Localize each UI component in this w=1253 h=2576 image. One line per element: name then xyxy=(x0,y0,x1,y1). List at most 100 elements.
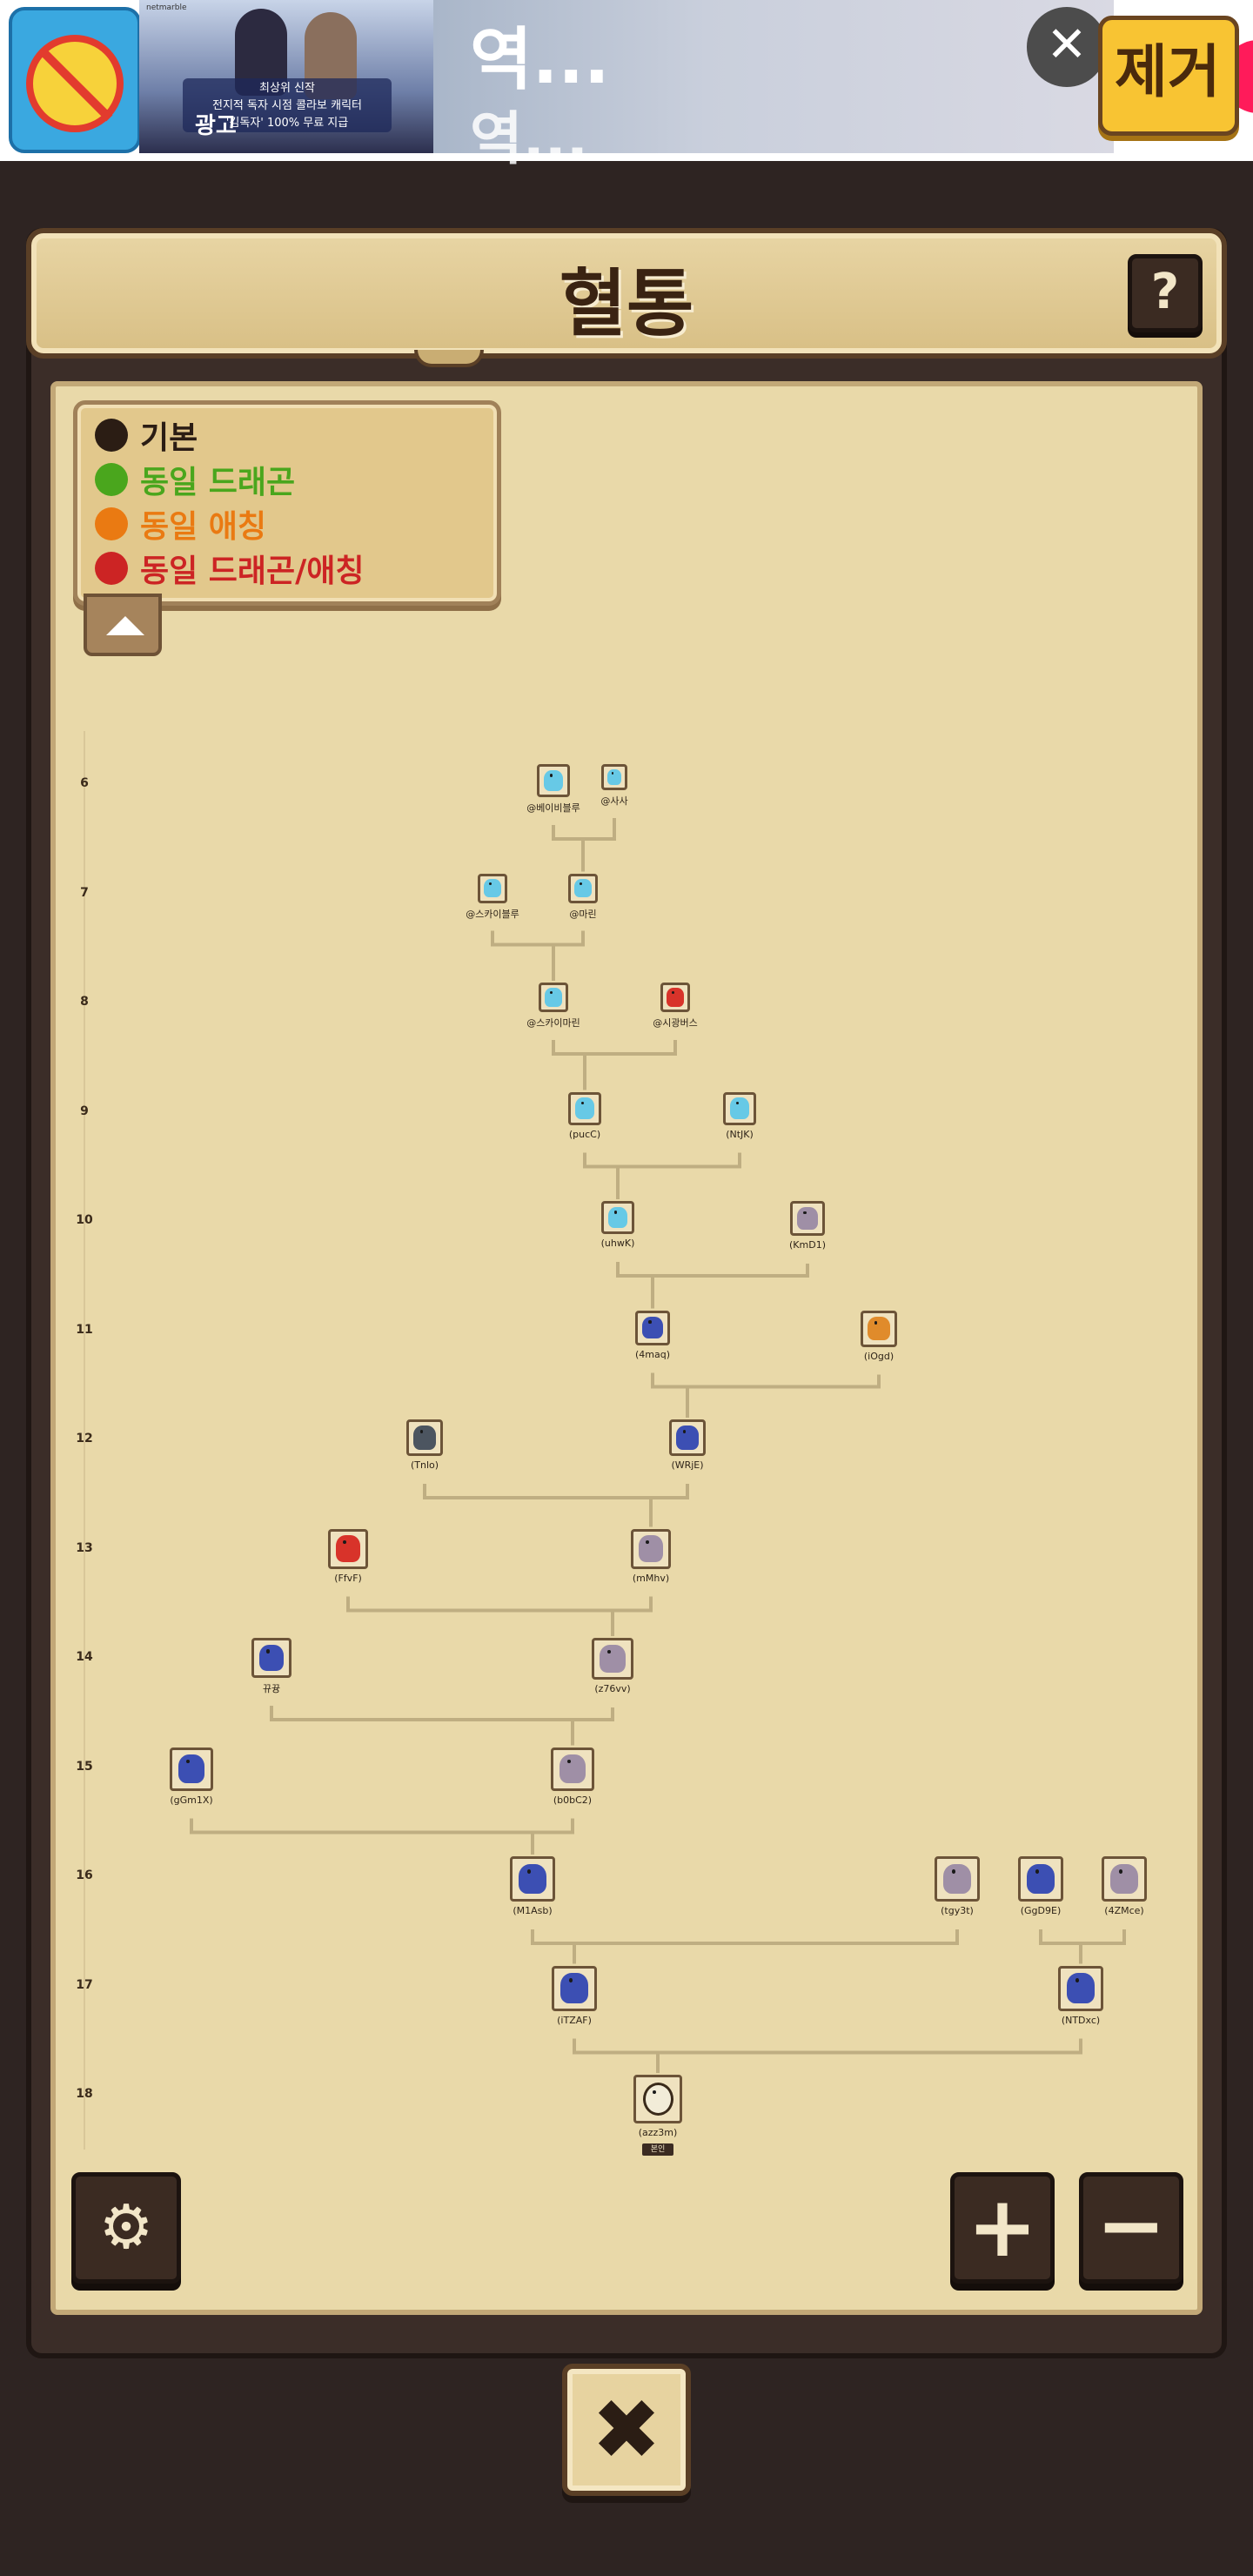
dragon-name: (mMhv) xyxy=(632,1572,670,1584)
dragon-node[interactable]: (KmD1) xyxy=(766,1201,849,1251)
dragon-portrait-icon xyxy=(633,2075,682,2123)
dragon-portrait-icon xyxy=(478,873,507,903)
zoom-in-button[interactable]: + xyxy=(950,2172,1055,2284)
dragon-figure-icon xyxy=(559,1754,586,1784)
dragon-node[interactable]: (uhwK) xyxy=(576,1201,660,1249)
legend-label: 동일 드래곤 xyxy=(140,465,296,500)
dragon-node[interactable]: @마린 xyxy=(541,873,625,921)
dragon-node[interactable]: @시광버스 xyxy=(633,983,717,1030)
dragon-node[interactable]: (z76vv) xyxy=(571,1638,654,1694)
close-icon: ✖ xyxy=(591,2381,662,2479)
dragon-name: (KmD1) xyxy=(789,1239,826,1251)
dragon-portrait-icon xyxy=(568,873,598,903)
dragon-portrait-icon xyxy=(790,1201,825,1236)
dragon-node[interactable]: (NTDxc) xyxy=(1039,1965,1122,2026)
title-plate: 혈통 xyxy=(26,228,1227,359)
dragon-node[interactable]: 뀨뀽 xyxy=(230,1638,313,1695)
dragon-figure-icon xyxy=(868,1316,890,1341)
dragon-figure-icon xyxy=(336,1535,360,1562)
dragon-node[interactable]: (b0bC2) xyxy=(531,1747,614,1806)
dragon-name: (FfvF) xyxy=(334,1572,362,1584)
ad-headline: 역... xyxy=(470,21,610,99)
dragon-name: (iTZAF) xyxy=(557,2014,592,2026)
dragon-node[interactable]: (WRjE) xyxy=(646,1419,729,1471)
dragon-node[interactable]: @사사 xyxy=(573,764,656,808)
legend: 기본 동일 드래곤 동일 애칭 동일 드래곤/애칭 xyxy=(73,400,501,606)
dragon-figure-icon xyxy=(1066,1973,1096,2003)
dragon-name: @사사 xyxy=(600,795,628,807)
dragon-portrait-icon xyxy=(251,1638,291,1678)
ad-app-icon[interactable] xyxy=(9,7,141,153)
dragon-portrait-icon xyxy=(592,1638,633,1680)
dragon-name: (WRjE) xyxy=(671,1459,704,1471)
ad-banner[interactable]: netmarble 최상위 신작 전지적 독자 시점 콜라보 캐릭터 '김독자'… xyxy=(0,0,1253,172)
help-button[interactable]: ? xyxy=(1128,254,1203,332)
generation-label: 8 xyxy=(80,995,89,1009)
dragon-node[interactable]: (iTZAF) xyxy=(533,1965,616,2026)
settings-button[interactable]: ⚙ xyxy=(71,2172,181,2284)
ad-close-button[interactable]: ✕ xyxy=(1027,7,1107,87)
dragon-portrait-icon xyxy=(568,1091,601,1125)
dragon-node[interactable]: (NtJK) xyxy=(698,1091,781,1140)
dragon-name: (4maq) xyxy=(634,1348,671,1360)
dragon-figure-icon xyxy=(178,1754,205,1784)
legend-item: 동일 드래곤/애칭 xyxy=(95,547,365,590)
ad-caption-line: 최상위 신작 xyxy=(259,82,315,95)
legend-item: 동일 드래곤 xyxy=(95,458,295,501)
dragon-portrait-icon xyxy=(1058,1965,1103,2011)
dragon-figure-icon xyxy=(559,1973,589,2003)
dragon-name: (z76vv) xyxy=(594,1683,631,1694)
dragon-portrait-icon xyxy=(660,983,690,1012)
dragon-node[interactable]: @스카이마린 xyxy=(512,983,595,1030)
dragon-name: (b0bC2) xyxy=(553,1794,593,1806)
legend-dot-icon xyxy=(95,463,128,496)
ad-brand: netmarble xyxy=(146,3,187,12)
zoom-out-button[interactable]: − xyxy=(1079,2172,1183,2284)
dragon-figure-icon xyxy=(545,988,562,1007)
dragon-node[interactable]: @베이비블루 xyxy=(512,764,595,815)
dragon-name: (M1Asb) xyxy=(513,1905,553,1916)
dragon-name: 뀨뀽 xyxy=(262,1683,281,1694)
dragon-node[interactable]: (4ZMce) xyxy=(1082,1856,1166,1916)
dragon-name: @스카이블루 xyxy=(466,908,519,920)
dragon-portrait-icon xyxy=(539,983,568,1012)
pedigree-tree-panel[interactable] xyxy=(50,381,1203,2315)
dragon-portrait-icon xyxy=(601,1201,634,1234)
dragon-node[interactable]: (pucC) xyxy=(543,1091,626,1140)
dragon-portrait-icon xyxy=(635,1310,670,1345)
dragon-name: @시광버스 xyxy=(653,1017,698,1029)
ad-text-panel[interactable]: 역... 역... › xyxy=(433,0,1253,172)
dragon-node[interactable]: (tgy3t) xyxy=(915,1856,999,1916)
dragon-figure-icon xyxy=(676,1426,699,1450)
dragon-name: (uhwK) xyxy=(600,1238,635,1249)
dragon-name: (Tnlo) xyxy=(410,1459,439,1471)
generation-label: 18 xyxy=(76,2087,93,2101)
dragon-portrait-icon xyxy=(935,1856,980,1902)
dragon-node[interactable]: (Tnlo) xyxy=(383,1419,466,1471)
dragon-node[interactable]: (4maq) xyxy=(611,1310,694,1360)
dragon-figure-icon xyxy=(574,878,592,898)
close-button[interactable]: ✖ xyxy=(562,2364,691,2496)
generation-label: 11 xyxy=(76,1322,93,1337)
dragon-name: @마린 xyxy=(569,908,597,920)
dragon-node[interactable]: (GgD9E) xyxy=(999,1856,1082,1916)
dragon-node[interactable]: (iOgd) xyxy=(837,1310,921,1362)
dragon-portrait-icon xyxy=(406,1419,443,1456)
dragon-node[interactable]: (M1Asb) xyxy=(491,1856,574,1916)
dragon-figure-icon xyxy=(642,2083,673,2116)
ad-caption-line: '김독자' 100% 무료 지급 xyxy=(225,117,349,130)
dragon-figure-icon xyxy=(600,1645,626,1673)
dragon-node[interactable]: (azz3m) 본인 xyxy=(616,2075,700,2156)
dragon-node[interactable]: (mMhv) xyxy=(609,1528,693,1584)
dragon-node[interactable]: @스카이블루 xyxy=(451,873,534,921)
ad-banner-image[interactable]: netmarble 최상위 신작 전지적 독자 시점 콜라보 캐릭터 '김독자'… xyxy=(139,0,433,153)
legend-collapse-button[interactable] xyxy=(84,594,162,656)
legend-dot-icon xyxy=(95,552,128,585)
dragon-name: (pucC) xyxy=(568,1128,601,1140)
remove-ads-button[interactable]: 제거 xyxy=(1098,16,1239,136)
ad-caption-line: 전지적 독자 시점 콜라보 캐릭터 xyxy=(211,99,362,112)
generation-label: 12 xyxy=(76,1432,93,1446)
dragon-node[interactable]: (gGm1X) xyxy=(150,1747,233,1806)
no-ads-icon xyxy=(26,35,124,132)
dragon-node[interactable]: (FfvF) xyxy=(306,1528,390,1584)
